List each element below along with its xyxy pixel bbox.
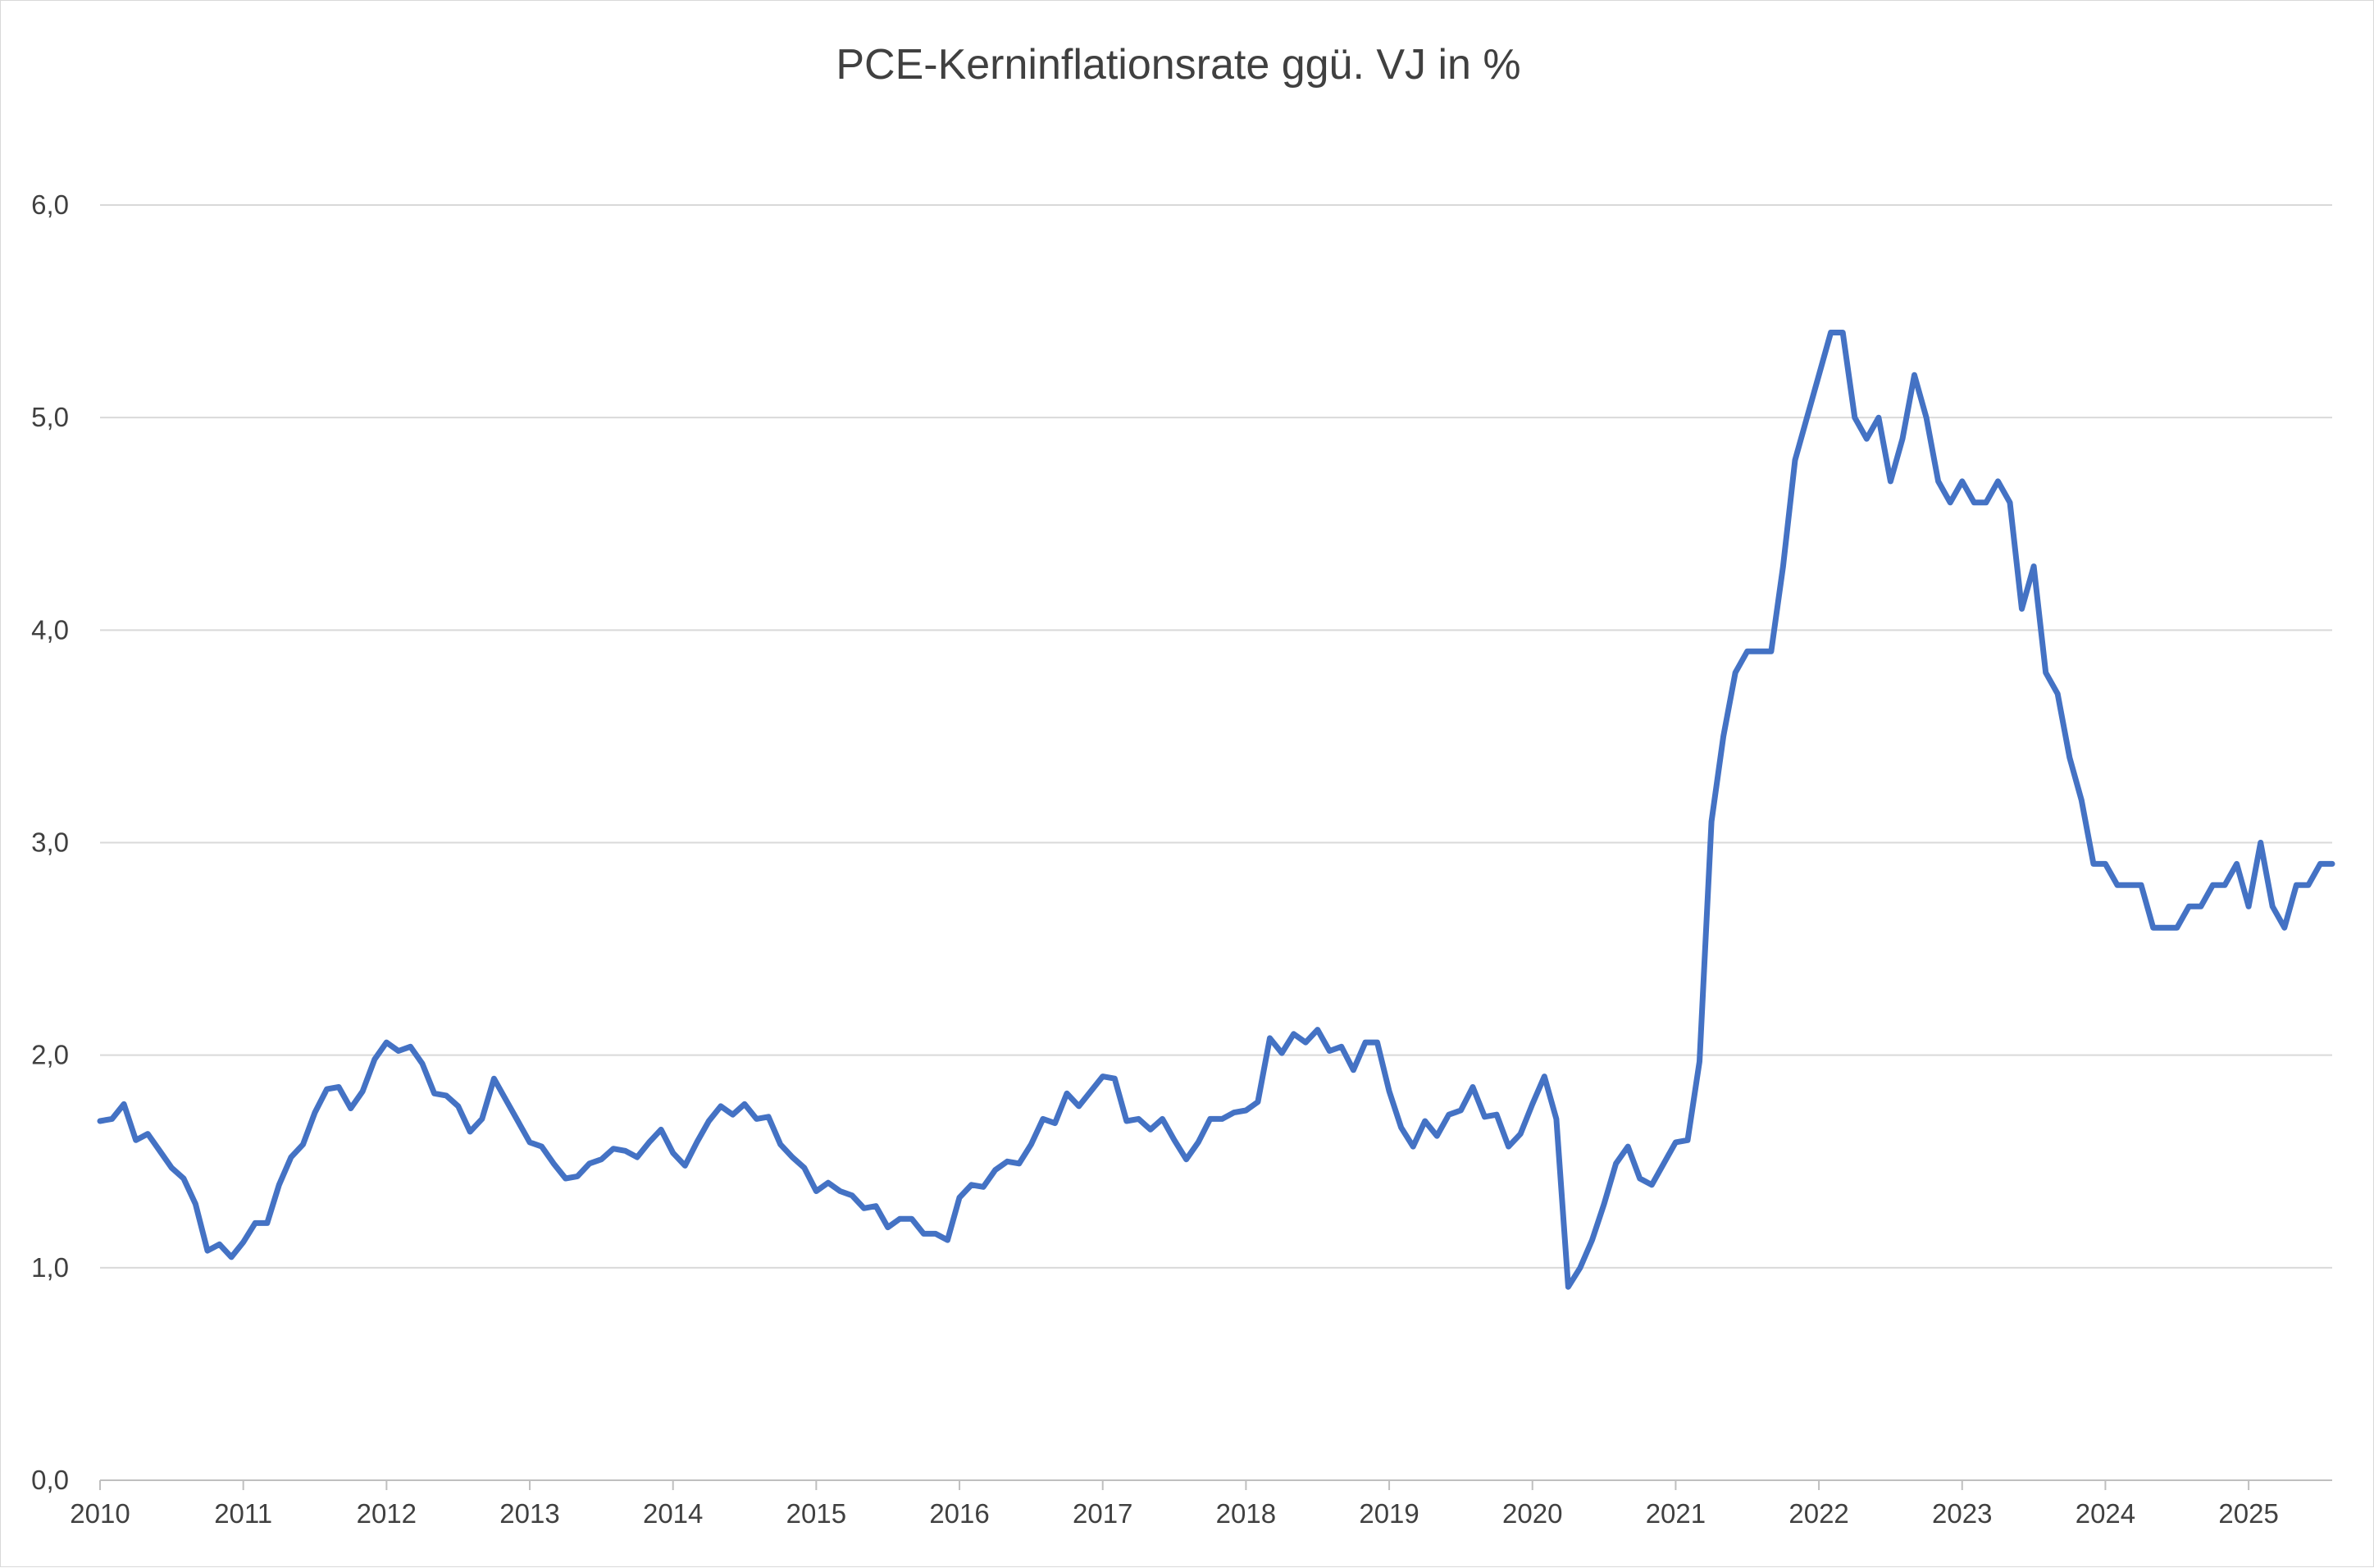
x-tick-label: 2018 bbox=[1216, 1498, 1276, 1529]
x-tick-label: 2025 bbox=[2218, 1498, 2278, 1529]
x-tick-label: 2021 bbox=[1646, 1498, 1706, 1529]
y-tick-label: 1,0 bbox=[31, 1252, 69, 1283]
x-tick-label: 2011 bbox=[214, 1498, 272, 1529]
y-tick-label: 6,0 bbox=[31, 189, 69, 220]
x-axis: 2010 2011 2012 2013 2014 2015 2016 2017 2018 2019… bbox=[70, 1479, 2332, 1529]
gridlines bbox=[100, 204, 2332, 1269]
x-tick-label: 2023 bbox=[1932, 1498, 1992, 1529]
x-tick-label: 2017 bbox=[1073, 1498, 1132, 1529]
x-tick-label: 2020 bbox=[1502, 1498, 1562, 1529]
y-tick-label: 3,0 bbox=[31, 827, 69, 858]
y-tick-label: 0,0 bbox=[31, 1465, 69, 1495]
x-tick-label: 2015 bbox=[786, 1498, 846, 1529]
x-tick-label: 2016 bbox=[929, 1498, 989, 1529]
series-line-0 bbox=[97, 330, 2335, 1290]
chart-title: PCE-Kerninflationsrate ggü. VJ in % bbox=[836, 41, 1520, 89]
x-tick-label: 2019 bbox=[1359, 1498, 1419, 1529]
y-axis-labels: 0,0 1,0 2,0 3,0 4,0 5,0 6,0 bbox=[31, 189, 69, 1495]
x-tick-label: 2012 bbox=[357, 1498, 417, 1529]
y-tick-label: 5,0 bbox=[31, 402, 69, 432]
x-tick-label: 2013 bbox=[499, 1498, 559, 1529]
y-tick-label: 4,0 bbox=[31, 614, 69, 645]
x-tick-label: 2024 bbox=[2076, 1498, 2135, 1529]
series-layer bbox=[97, 330, 2335, 1290]
x-tick-label: 2010 bbox=[70, 1498, 130, 1529]
x-tick-label: 2014 bbox=[643, 1498, 703, 1529]
y-tick-label: 2,0 bbox=[31, 1040, 69, 1070]
x-tick-label: 2022 bbox=[1788, 1498, 1848, 1529]
